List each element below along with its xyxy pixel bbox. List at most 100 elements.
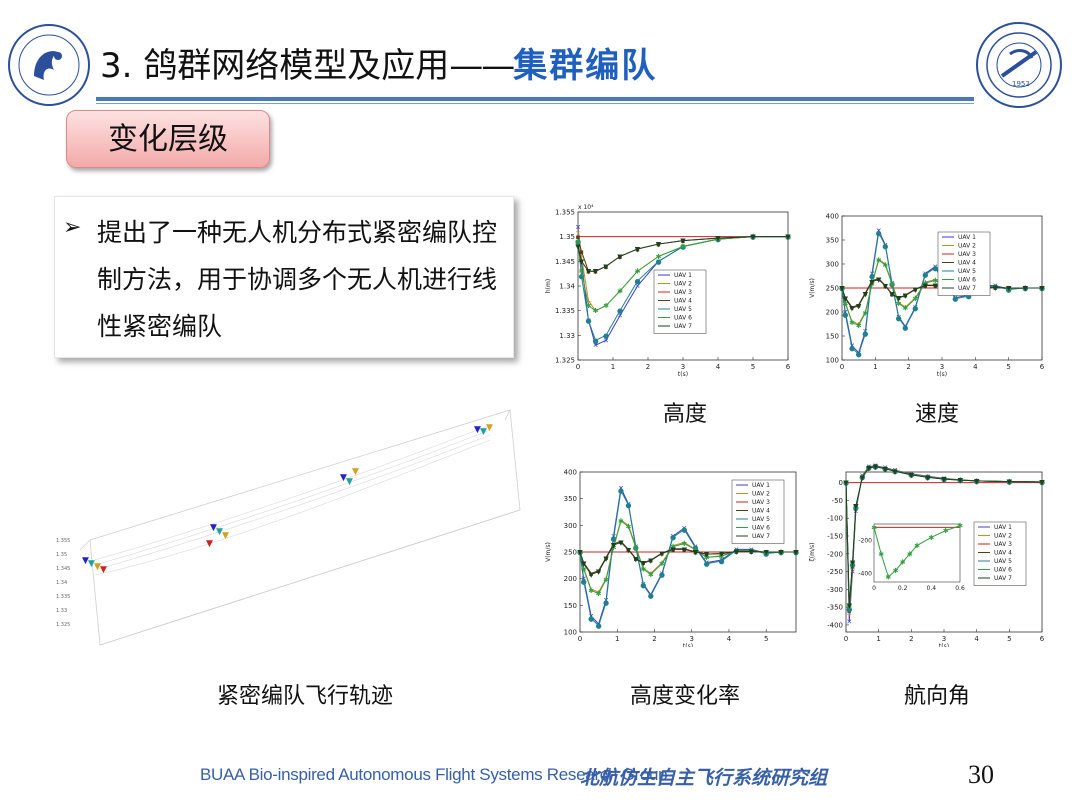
series-point: ✱ <box>603 302 609 310</box>
series-point: ✱ <box>750 233 756 241</box>
series-point: ▼ <box>596 568 602 576</box>
series-point: ▪ <box>751 233 756 241</box>
y-tick-label: 1.34 <box>559 283 575 291</box>
university-seal-icon: 1952 <box>986 32 1052 98</box>
series-point: ✕ <box>876 227 882 235</box>
series-line-7 <box>845 466 1043 606</box>
series-point: ✱ <box>896 300 902 308</box>
series-point: ▼ <box>913 286 919 294</box>
series-point: ✱ <box>588 587 594 595</box>
series-point: ✱ <box>659 560 665 568</box>
series-point: ▼ <box>876 276 882 284</box>
x-tick-label: 5 <box>1006 363 1010 371</box>
series-point: ● <box>592 337 598 345</box>
series-point: ✱ <box>1006 285 1012 293</box>
legend-label: UAV 2 <box>674 281 692 288</box>
series-point: ● <box>922 271 928 279</box>
series-point: + <box>575 228 581 236</box>
series-point: ▼ <box>909 471 915 479</box>
altitude-chart: 0 1 2 3 4 5 6 1.325 1.33 1.335 1.34 1.345 1.35 1.355 t… <box>545 204 791 378</box>
series-point: ▼ <box>577 549 583 557</box>
uav-markers-cluster-1: ▼ ▼ ▼ ▼ ▼ ▼ ▼▼ ▼ ▼▼ ▼ ▼ ▼ <box>82 423 493 575</box>
series-point: ▼ <box>993 284 999 292</box>
series-point: ✕ <box>846 618 852 626</box>
series-point: ▪ <box>719 550 724 558</box>
x-tick-label: 2 <box>909 635 913 643</box>
series-point: ● <box>849 345 855 353</box>
series-point: ▪ <box>794 549 799 557</box>
series-point: ● <box>882 242 888 250</box>
series-point: ✱ <box>579 268 585 276</box>
series-point: ▪ <box>1040 478 1045 486</box>
y-tick-label: 100 <box>564 629 577 637</box>
x-axis-label: t(s) <box>678 371 688 378</box>
series-point: ● <box>603 332 609 340</box>
series-point: ▼ <box>873 463 879 471</box>
series-point: ✱ <box>1039 478 1045 486</box>
series-line-6 <box>579 520 796 595</box>
page-number: 30 <box>968 760 994 789</box>
legend-label: UAV 2 <box>958 243 976 250</box>
series-point: ● <box>596 622 602 630</box>
series-point: ● <box>634 278 640 286</box>
legend-label: UAV 4 <box>994 550 1012 557</box>
series-point: ▼ <box>866 465 872 473</box>
bullet-marker: ➢ <box>63 215 82 240</box>
title-rule-thin <box>96 103 974 104</box>
y-axis-label: h(m) <box>545 279 552 293</box>
series-point: ✱ <box>625 523 631 531</box>
svg-text:1952: 1952 <box>1012 80 1030 88</box>
y-tick-label: -200 <box>827 550 843 558</box>
series-point: ▼ <box>581 560 587 568</box>
series-point: ▼ <box>648 557 654 565</box>
inset-point: ✱ <box>871 524 877 532</box>
series-point: ● <box>681 526 687 534</box>
series-point: ● <box>932 264 938 272</box>
series-point: ✱ <box>617 287 623 295</box>
legend-label: UAV 6 <box>994 567 1012 574</box>
y-tick-label: 1.345 <box>555 258 575 266</box>
series-point: ✱ <box>575 238 581 246</box>
series-point: ✱ <box>856 322 862 330</box>
series-point: ✕ <box>785 233 791 241</box>
legend-label: UAV 1 <box>994 524 1012 531</box>
svg-text:▼: ▼ <box>210 523 217 533</box>
series-point: ✱ <box>670 543 676 551</box>
series-point: ▼ <box>626 546 632 554</box>
inset-point: ✱ <box>900 559 906 567</box>
x-tick-label: 2 <box>906 363 910 371</box>
lab-logo <box>8 24 90 106</box>
inset-y-tick-label: -200 <box>858 538 872 545</box>
y-tick-label: 350 <box>564 495 577 503</box>
y-tick-label: 1.35 <box>559 233 575 241</box>
series-point: ✕ <box>681 525 687 533</box>
series-point: ▼ <box>611 542 617 550</box>
svg-text:1.35: 1.35 <box>56 552 67 558</box>
series-point: ● <box>578 273 584 281</box>
y-tick-label: 150 <box>564 602 577 610</box>
series-point: ▼ <box>633 555 639 563</box>
series-point: ▼ <box>843 479 849 487</box>
series-point: ▼ <box>603 555 609 563</box>
y-exponent-label: x 10⁴ <box>578 204 594 211</box>
y-tick-label: 100 <box>826 357 839 365</box>
x-tick-label: 3 <box>942 635 946 643</box>
svg-text:▼: ▼ <box>486 423 493 433</box>
series-point: ▼ <box>923 282 929 290</box>
series-point: ✱ <box>849 319 855 327</box>
heading-chart: 0 1 2 3 4 5 6 -400 -350 -300 -250 -200 -150 -100 -50 0 t… <box>809 462 1045 647</box>
x-tick-label: 5 <box>1007 635 1011 643</box>
series-point: ✱ <box>922 280 928 288</box>
x-tick-label: 4 <box>973 363 978 371</box>
series-point: ● <box>862 330 868 338</box>
series-point: ▼ <box>778 549 784 557</box>
legend-label: UAV 7 <box>752 533 770 540</box>
svg-text:1.335: 1.335 <box>56 594 70 600</box>
series-point: ▼ <box>785 233 791 241</box>
svg-text:▼: ▼ <box>340 473 347 483</box>
slide-title-main: 3. 鸽群网络模型及应用 <box>100 46 450 86</box>
series-point: ● <box>670 534 676 542</box>
svg-text:▼: ▼ <box>480 427 487 437</box>
section-label: 变化层级 <box>66 110 270 168</box>
series-point: + <box>785 233 791 241</box>
